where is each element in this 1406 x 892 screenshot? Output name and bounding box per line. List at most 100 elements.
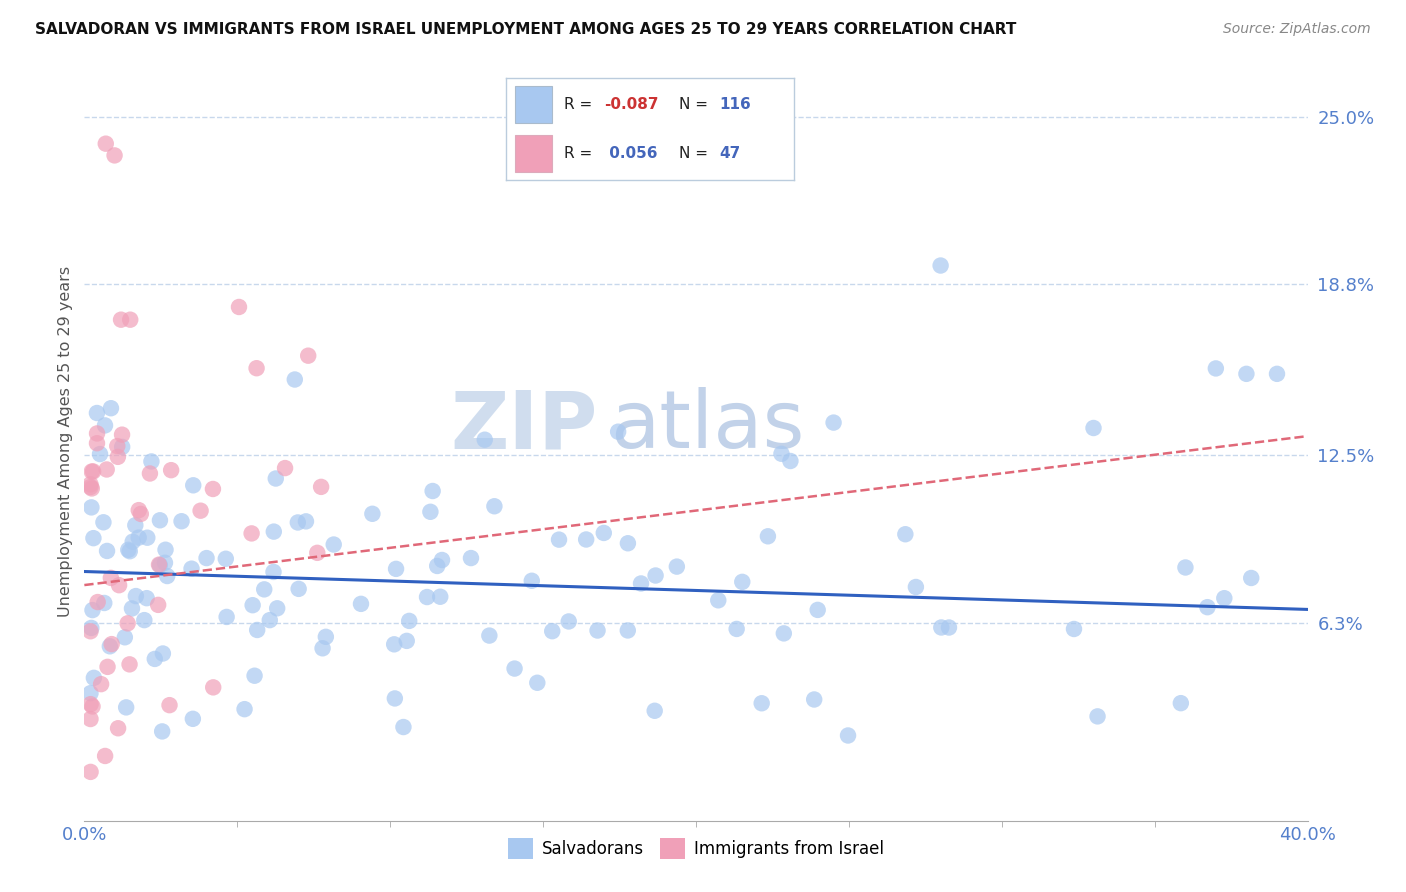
Point (350, 597, 373, 611)
Point (110, 312, 132, 326)
Point (617, 536, 640, 550)
Point (155, 542, 177, 557)
Point (938, 620, 960, 634)
Point (1240, 571, 1263, 585)
Point (803, 692, 825, 706)
Point (94, 748, 117, 763)
Point (150, 724, 173, 739)
Point (228, 300, 250, 314)
Point (484, 500, 506, 514)
Point (315, 630, 337, 644)
Point (929, 259, 952, 273)
Point (1236, 367, 1258, 381)
Point (180, 562, 202, 576)
Point (751, 696, 773, 710)
Point (823, 416, 845, 430)
Text: SALVADORAN VS IMMIGRANTS FROM ISRAEL UNEMPLOYMENT AMONG AGES 25 TO 29 YEARS CORR: SALVADORAN VS IMMIGRANTS FROM ISRAEL UNE… (35, 22, 1017, 37)
Point (121, 534, 143, 549)
Point (395, 633, 418, 648)
Point (86, 406, 108, 420)
Point (79, 480, 101, 494)
Point (82, 465, 104, 479)
Point (1087, 709, 1109, 723)
Point (117, 542, 139, 557)
Point (398, 614, 420, 628)
Point (100, 401, 122, 416)
Point (93, 516, 115, 530)
Point (284, 372, 307, 386)
Point (264, 471, 287, 485)
Point (152, 647, 174, 661)
Point (266, 601, 288, 615)
Point (503, 662, 526, 676)
Point (309, 480, 332, 494)
Point (111, 440, 134, 454)
Point (419, 505, 441, 519)
Point (80, 482, 103, 496)
Point (100, 571, 122, 585)
Point (98, 640, 121, 654)
Point (96, 462, 118, 476)
Point (644, 568, 666, 582)
Point (105, 439, 128, 453)
Point (215, 551, 238, 566)
Point (243, 669, 266, 683)
Legend: Salvadorans, Immigrants from Israel: Salvadorans, Immigrants from Israel (502, 831, 890, 865)
Text: atlas: atlas (610, 387, 804, 466)
Point (392, 720, 415, 734)
Point (416, 590, 439, 604)
Point (93, 596, 115, 610)
Point (82, 603, 104, 617)
Point (146, 598, 169, 612)
Point (430, 553, 453, 567)
Text: ZIP: ZIP (451, 387, 598, 466)
Point (756, 529, 779, 543)
Point (1265, 367, 1288, 381)
Point (83, 671, 105, 685)
Point (139, 467, 162, 481)
Point (731, 574, 754, 589)
Point (94, 136, 117, 151)
Point (80, 621, 103, 635)
Point (526, 675, 548, 690)
Point (245, 361, 267, 376)
Point (96, 544, 118, 558)
Point (79, 477, 101, 491)
Point (170, 514, 193, 528)
Point (382, 637, 405, 651)
Point (100, 637, 122, 651)
Point (617, 624, 640, 638)
Point (96, 660, 118, 674)
Point (1174, 560, 1197, 574)
Point (233, 702, 256, 716)
Point (548, 533, 571, 547)
Point (118, 544, 141, 558)
Point (118, 657, 141, 672)
Point (242, 598, 264, 612)
Point (159, 698, 181, 713)
Point (149, 513, 172, 527)
Point (361, 507, 384, 521)
Point (263, 565, 285, 579)
Point (725, 622, 748, 636)
Point (82, 699, 104, 714)
Point (86, 436, 108, 450)
Point (128, 503, 150, 517)
Point (541, 624, 564, 639)
Point (86, 426, 108, 441)
Point (894, 527, 917, 541)
Point (607, 425, 630, 439)
Point (82, 531, 104, 545)
Point (311, 641, 333, 656)
Point (89, 447, 111, 461)
Point (134, 613, 156, 627)
Point (586, 624, 609, 638)
Point (929, 620, 952, 634)
Point (136, 531, 159, 545)
Point (117, 616, 139, 631)
Point (79, 624, 101, 639)
Point (429, 590, 451, 604)
Point (115, 700, 138, 714)
Point (1063, 622, 1085, 636)
Point (121, 601, 143, 615)
